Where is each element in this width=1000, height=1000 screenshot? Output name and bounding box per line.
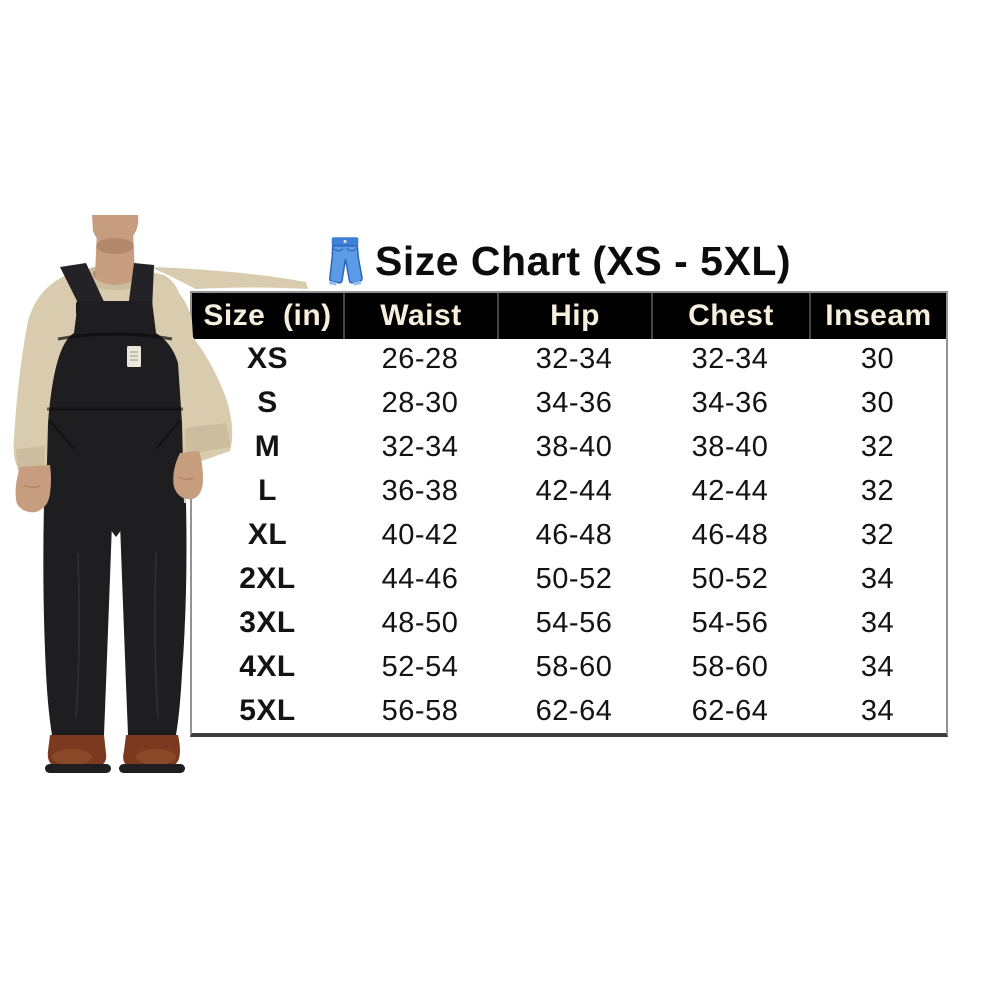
measurement-value-inseam: 30 bbox=[860, 386, 895, 419]
measurement-value-chest: 46-48 bbox=[691, 518, 769, 551]
size-chart-table: Size (in) Waist Hip Chest Inseam XS 26-28 32-34… bbox=[190, 291, 948, 737]
model-hand-left bbox=[15, 465, 51, 513]
measurement-value-chest: 54-56 bbox=[691, 606, 769, 639]
size-label: 5XL bbox=[239, 694, 296, 727]
measurement-value-hip: 62-64 bbox=[535, 694, 613, 727]
measurement-value-waist: 36-38 bbox=[381, 474, 459, 507]
column-header-inseam: Inseam bbox=[809, 293, 946, 339]
model-hand-right bbox=[173, 451, 203, 500]
jeans-icon bbox=[328, 237, 363, 286]
measurement-value-waist: 28-30 bbox=[381, 386, 459, 419]
measurement-value-hip: 32-34 bbox=[535, 342, 613, 375]
measurement-value-waist: 26-28 bbox=[381, 342, 459, 375]
size-label: M bbox=[254, 430, 281, 463]
column-header-hip: Hip bbox=[497, 293, 651, 339]
model-neck bbox=[92, 215, 139, 285]
measurement-value-waist: 32-34 bbox=[381, 430, 459, 463]
measurement-value-inseam: 32 bbox=[860, 474, 895, 507]
measurement-value-chest: 34-36 bbox=[691, 386, 769, 419]
size-label: S bbox=[257, 386, 278, 419]
measurement-value-inseam: 34 bbox=[860, 650, 895, 683]
model-photo bbox=[13, 215, 308, 773]
measurement-value-inseam: 30 bbox=[860, 342, 895, 375]
measurement-value-chest: 38-40 bbox=[691, 430, 769, 463]
measurement-value-inseam: 34 bbox=[860, 606, 895, 639]
measurement-value-hip: 58-60 bbox=[535, 650, 613, 683]
page-title-text: Size Chart (XS - 5XL) bbox=[375, 237, 792, 284]
measurement-value-chest: 50-52 bbox=[691, 562, 769, 595]
size-label: 3XL bbox=[239, 606, 296, 639]
measurement-value-chest: 42-44 bbox=[691, 474, 769, 507]
measurement-value-hip: 42-44 bbox=[535, 474, 613, 507]
model-overalls bbox=[43, 263, 187, 735]
measurement-value-chest: 62-64 bbox=[691, 694, 769, 727]
measurement-value-inseam: 32 bbox=[860, 430, 895, 463]
size-label: L bbox=[258, 474, 277, 507]
measurement-value-hip: 34-36 bbox=[535, 386, 613, 419]
column-header-size: Size (in) bbox=[192, 293, 343, 339]
measurement-value-inseam: 34 bbox=[860, 562, 895, 595]
measurement-value-chest: 32-34 bbox=[691, 342, 769, 375]
measurement-value-waist: 48-50 bbox=[381, 606, 459, 639]
size-label: XS bbox=[246, 342, 289, 375]
measurement-value-chest: 58-60 bbox=[691, 650, 769, 683]
measurement-value-inseam: 32 bbox=[860, 518, 895, 551]
page-title: Size Chart (XS - 5XL) bbox=[326, 234, 791, 288]
model-boots bbox=[45, 735, 185, 773]
size-label: 2XL bbox=[239, 562, 296, 595]
size-label: XL bbox=[247, 518, 288, 551]
measurement-value-waist: 44-46 bbox=[381, 562, 459, 595]
measurement-value-hip: 54-56 bbox=[535, 606, 613, 639]
column-header-waist: Waist bbox=[343, 293, 497, 339]
measurement-value-hip: 38-40 bbox=[535, 430, 613, 463]
measurement-value-waist: 40-42 bbox=[381, 518, 459, 551]
measurement-value-inseam: 34 bbox=[860, 694, 895, 727]
size-label: 4XL bbox=[239, 650, 296, 683]
column-header-chest: Chest bbox=[651, 293, 809, 339]
measurement-value-waist: 52-54 bbox=[381, 650, 459, 683]
model-hands bbox=[15, 451, 203, 513]
measurement-value-hip: 50-52 bbox=[535, 562, 613, 595]
measurement-value-hip: 46-48 bbox=[535, 518, 613, 551]
measurement-value-waist: 56-58 bbox=[381, 694, 459, 727]
